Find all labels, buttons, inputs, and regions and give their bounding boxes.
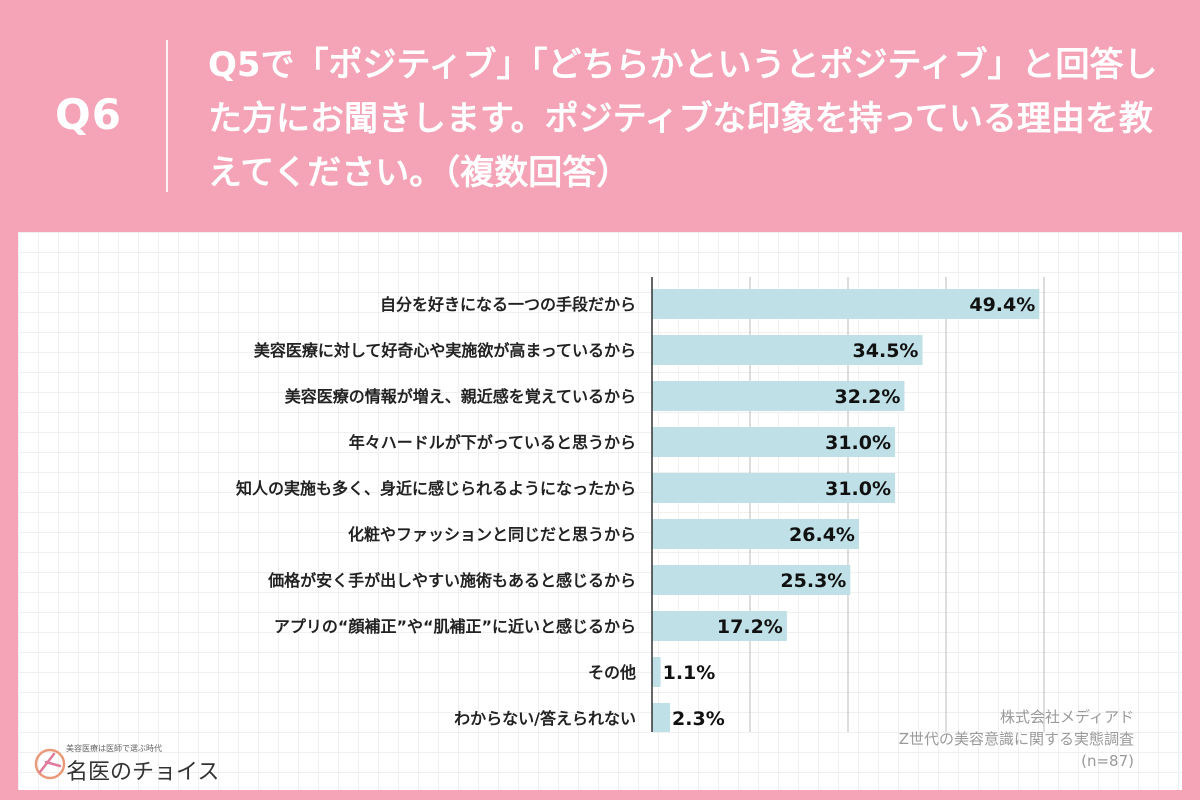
logo-mark-icon [34,748,66,780]
source-note: 株式会社メディアド Z世代の美容意識に関する実態調査 (n=87) [899,706,1134,772]
bar-9 [652,703,671,732]
bar-8 [652,657,661,687]
value-label-1: 34.5% [853,340,919,362]
category-label-4: 知人の実施も多く、身近に感じられるようになったから [236,479,636,498]
bar-2 [652,381,905,411]
category-label-9: わからない/答えられない [454,709,636,728]
bar-0 [652,289,1040,319]
category-label-1: 美容医療に対して好奇心や実施欲が高まっているから [254,341,636,360]
value-label-9: 2.3% [672,708,725,730]
category-label-2: 美容医療の情報が増え、親近感を覚えているから [285,387,636,406]
header-divider [166,40,168,192]
source-sample: (n=87) [1081,752,1134,770]
category-label-8: その他 [588,663,636,682]
category-label-5: 化粧やファッションと同じだと思うから [348,525,636,544]
category-label-0: 自分を好きになる一つの手段だから [380,295,636,314]
value-label-3: 31.0% [825,432,891,454]
source-survey: Z世代の美容意識に関する実態調査 [898,730,1134,748]
value-label-0: 49.4% [969,294,1035,316]
category-label-7: アプリの“顔補正”や“肌補正”に近いと感じるから [274,617,636,636]
chart-panel: 自分を好きになる一つの手段だから 49.4% 美容医療に対して好奇心や実施欲が高まっ… [18,232,1182,790]
bar-6 [652,565,851,595]
bar-7 [652,611,787,641]
brand-logo: 美容医療は医師で選ぶ時代 名医のチョイス [32,740,219,785]
category-label-6: 価格が安く手が出しやすい施術もあると感じるから [267,571,636,590]
bar-chart: 自分を好きになる一つの手段だから 49.4% 美容医療に対して好奇心や実施欲が高まっ… [236,277,1045,732]
logo-name: 名医のチョイス [66,760,220,785]
logo-tagline: 美容医療は医師で選ぶ時代 [66,744,162,753]
question-number: Q6 [55,90,122,139]
value-label-7: 17.2% [717,616,783,638]
bar-1 [652,335,923,365]
question-text: Q5で「ポジティブ」「どちらかというとポジティブ」と回答した方にお聞きします。ポ… [208,45,1158,193]
bar-5 [652,519,859,549]
value-label-6: 25.3% [780,570,846,592]
value-label-8: 1.1% [663,662,716,684]
source-company: 株式会社メディアド [1000,708,1134,726]
question-header: Q6 Q5で「ポジティブ」「どちらかというとポジティブ」と回答した方にお聞きしま… [0,0,1200,230]
bar-3 [652,427,896,457]
value-label-4: 31.0% [825,478,891,500]
bar-4 [652,473,896,503]
value-label-2: 32.2% [835,386,901,408]
value-label-5: 26.4% [789,524,855,546]
category-label-3: 年々ハードルが下がっていると思うから [349,433,636,452]
